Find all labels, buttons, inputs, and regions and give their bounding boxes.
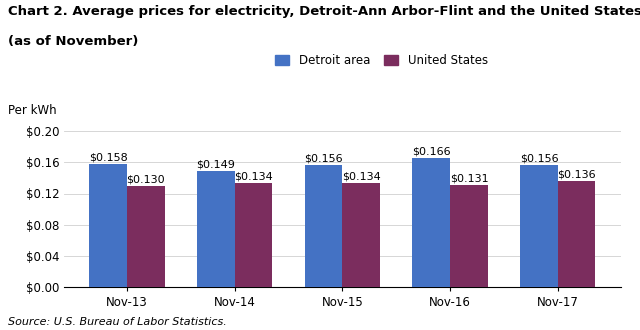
Text: $0.134: $0.134: [234, 171, 273, 181]
Bar: [558, 181, 595, 287]
Bar: [305, 165, 342, 287]
Text: (as of November): (as of November): [8, 35, 139, 48]
Text: $0.136: $0.136: [557, 170, 596, 180]
Bar: [342, 182, 380, 287]
Text: $0.134: $0.134: [342, 171, 381, 181]
Text: $0.130: $0.130: [127, 174, 165, 184]
Bar: [90, 164, 127, 287]
Bar: [450, 185, 488, 287]
Text: Source: U.S. Bureau of Labor Statistics.: Source: U.S. Bureau of Labor Statistics.: [8, 317, 227, 327]
Legend: Detroit area, United States: Detroit area, United States: [270, 50, 493, 72]
Text: $0.166: $0.166: [412, 146, 451, 156]
Text: $0.149: $0.149: [196, 159, 236, 169]
Text: $0.131: $0.131: [450, 173, 488, 183]
Text: $0.156: $0.156: [520, 154, 558, 164]
Bar: [520, 165, 558, 287]
Bar: [197, 171, 235, 287]
Text: $0.158: $0.158: [89, 152, 127, 162]
Text: Per kWh: Per kWh: [8, 104, 57, 117]
Text: Chart 2. Average prices for electricity, Detroit-Ann Arbor-Flint and the United : Chart 2. Average prices for electricity,…: [8, 5, 640, 18]
Bar: [235, 182, 273, 287]
Text: $0.156: $0.156: [304, 154, 343, 164]
Bar: [127, 186, 164, 287]
Bar: [412, 158, 450, 287]
